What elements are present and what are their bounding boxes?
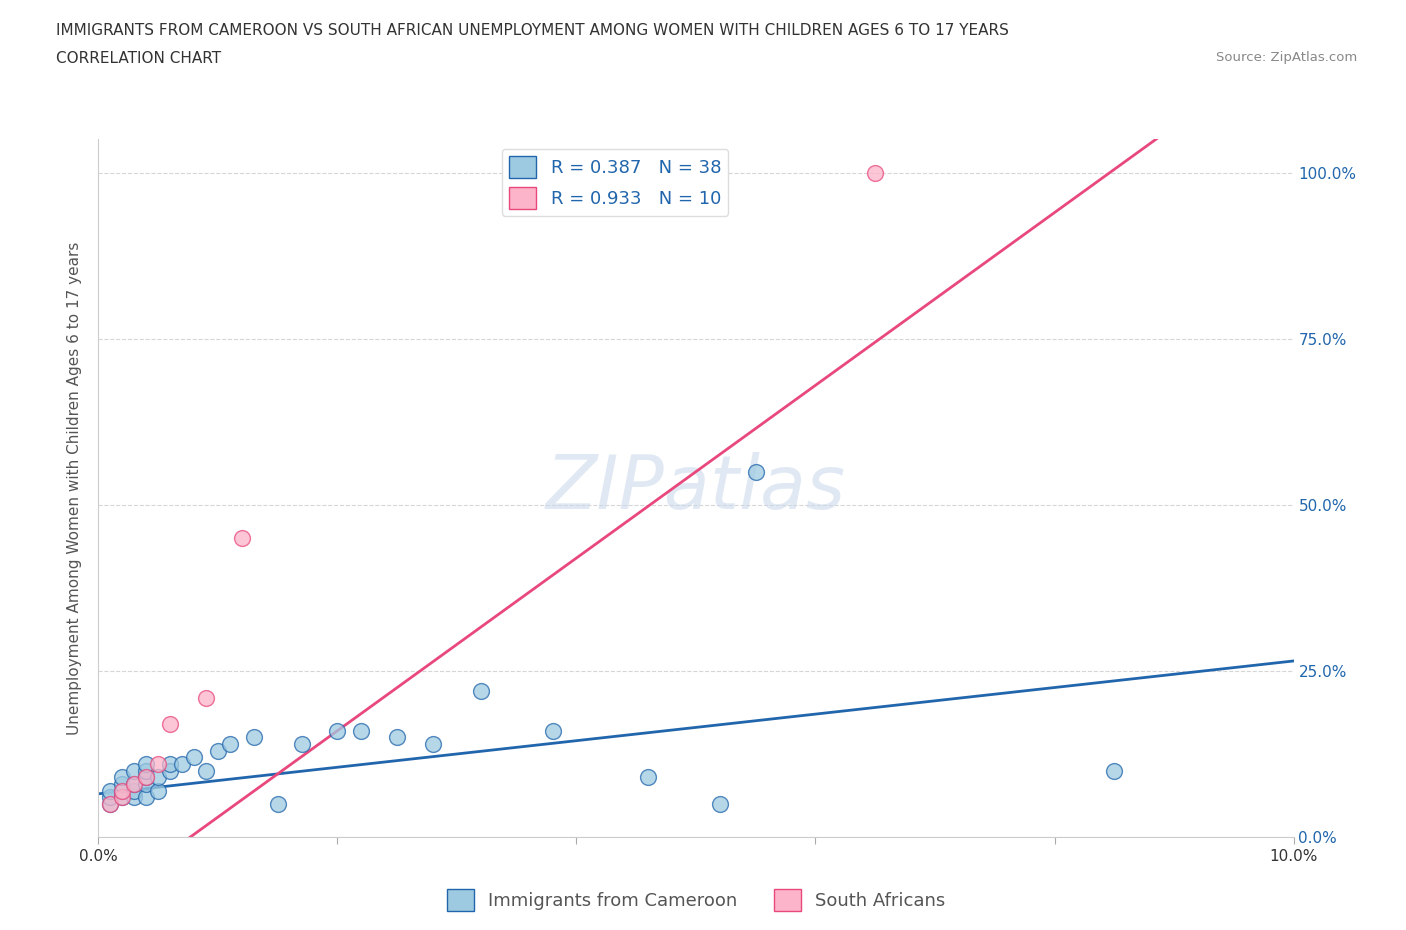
Point xyxy=(865,166,887,180)
Point xyxy=(195,690,218,705)
Point xyxy=(291,737,314,751)
Point xyxy=(111,777,134,791)
Point xyxy=(100,790,122,804)
Point xyxy=(124,777,146,791)
Point xyxy=(385,730,409,745)
Point xyxy=(135,777,157,791)
Point xyxy=(135,770,157,785)
Point xyxy=(111,783,134,798)
Text: Source: ZipAtlas.com: Source: ZipAtlas.com xyxy=(1216,51,1357,64)
Point xyxy=(124,783,146,798)
Point xyxy=(326,724,349,738)
Point xyxy=(350,724,373,738)
Point xyxy=(111,770,134,785)
Point xyxy=(100,796,122,811)
Text: ZIPatlas: ZIPatlas xyxy=(546,452,846,525)
Point xyxy=(470,684,492,698)
Point xyxy=(100,796,122,811)
Point xyxy=(111,783,134,798)
Point xyxy=(148,783,170,798)
Text: CORRELATION CHART: CORRELATION CHART xyxy=(56,51,221,66)
Point xyxy=(195,764,218,778)
Point xyxy=(745,464,768,479)
Point xyxy=(100,783,122,798)
Point xyxy=(135,770,157,785)
Point xyxy=(541,724,564,738)
Point xyxy=(135,764,157,778)
Point xyxy=(159,717,181,732)
Point xyxy=(148,756,170,771)
Point xyxy=(637,770,659,785)
Point xyxy=(219,737,242,751)
Point xyxy=(135,790,157,804)
Text: IMMIGRANTS FROM CAMEROON VS SOUTH AFRICAN UNEMPLOYMENT AMONG WOMEN WITH CHILDREN: IMMIGRANTS FROM CAMEROON VS SOUTH AFRICA… xyxy=(56,23,1010,38)
Point xyxy=(124,777,146,791)
Point xyxy=(124,790,146,804)
Legend: Immigrants from Cameroon, South Africans: Immigrants from Cameroon, South Africans xyxy=(440,883,952,919)
Point xyxy=(111,790,134,804)
Point xyxy=(422,737,444,751)
Point xyxy=(148,770,170,785)
Point xyxy=(1104,764,1126,778)
Point xyxy=(183,750,205,764)
Point xyxy=(172,756,194,771)
Point xyxy=(243,730,266,745)
Point xyxy=(231,531,253,546)
Y-axis label: Unemployment Among Women with Children Ages 6 to 17 years: Unemployment Among Women with Children A… xyxy=(67,242,83,735)
Point xyxy=(207,743,229,758)
Point xyxy=(709,796,731,811)
Point xyxy=(159,764,181,778)
Point xyxy=(124,764,146,778)
Point xyxy=(159,756,181,771)
Point xyxy=(267,796,290,811)
Point xyxy=(135,756,157,771)
Point xyxy=(111,790,134,804)
